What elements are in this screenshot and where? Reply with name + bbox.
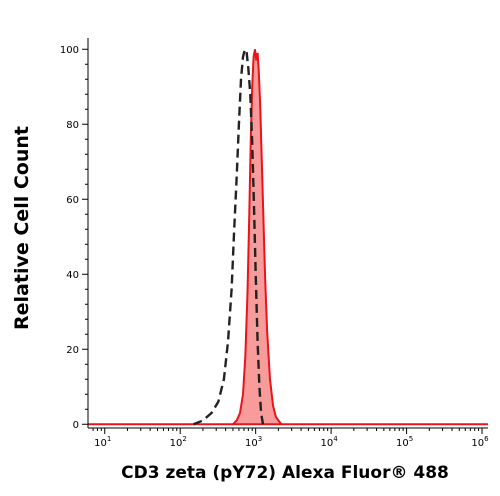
x-tick-label-1: 102 xyxy=(170,435,187,449)
y-tick-label-2: 40 xyxy=(66,270,79,281)
series-layer xyxy=(88,45,488,426)
y-axis-title: Relative Cell Count xyxy=(11,126,33,330)
y-axis-ticks: 0 20 40 60 80 100 xyxy=(60,45,88,431)
plot-frame xyxy=(88,38,488,428)
filled-histogram-area xyxy=(232,49,282,425)
y-tick-label-4: 80 xyxy=(66,120,79,131)
x-tick-label-2: 103 xyxy=(245,435,262,449)
y-tick-label-5: 100 xyxy=(60,45,79,56)
x-tick-label-3: 104 xyxy=(321,435,339,449)
filled-histogram-outline xyxy=(232,49,283,426)
x-tick-label-4: 105 xyxy=(396,435,413,449)
y-tick-label-0: 0 xyxy=(73,420,79,431)
dashed-histogram-line xyxy=(193,45,265,426)
x-axis-ticks: 101 102 103 104 105 106 xyxy=(92,428,489,449)
plot-area: 101 102 103 104 105 106 0 20 40 60 80 100 xyxy=(60,38,489,449)
x-tick-label-0: 101 xyxy=(94,435,111,449)
y-tick-label-3: 60 xyxy=(66,195,79,206)
x-axis-title: CD3 zeta (pY72) Alexa Fluor® 488 xyxy=(121,463,449,483)
x-tick-label-5: 106 xyxy=(471,435,489,449)
y-tick-label-1: 20 xyxy=(66,345,79,356)
